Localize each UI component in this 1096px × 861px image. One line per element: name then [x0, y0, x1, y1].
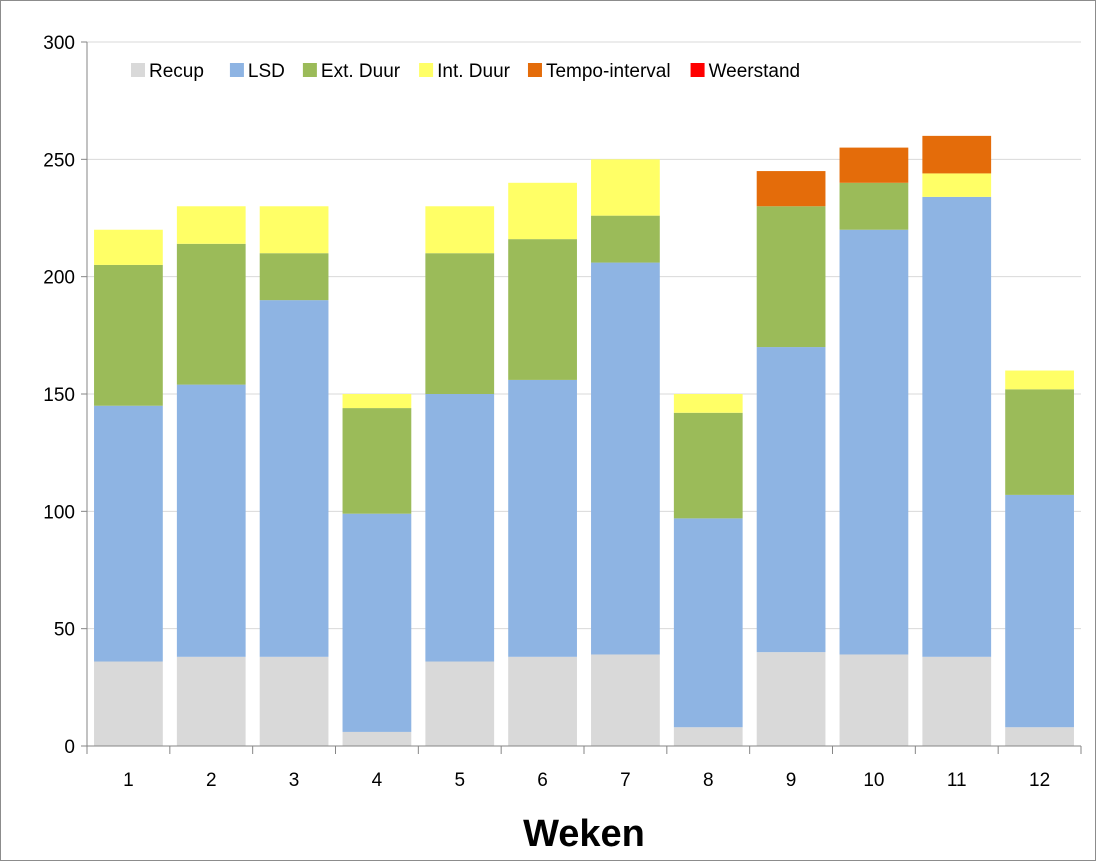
bar-segment	[94, 229, 163, 265]
legend-label: LSD	[248, 61, 285, 82]
bar-segment	[176, 243, 246, 385]
bar-segment	[176, 384, 246, 657]
bar-segment	[756, 652, 826, 746]
legend-swatch	[131, 63, 145, 77]
bar-segment	[922, 135, 992, 174]
bar-segment	[259, 253, 329, 301]
legend-label: Ext. Duur	[321, 61, 401, 82]
bar-segment	[425, 394, 495, 662]
bars	[94, 135, 1074, 746]
bar-segment	[94, 661, 163, 746]
bar-segment	[756, 206, 826, 348]
bar-segment	[1005, 494, 1074, 728]
x-tick-label: 6	[537, 770, 548, 791]
x-tick-label: 8	[703, 770, 714, 791]
y-tick-label: 100	[43, 502, 75, 523]
bar-segment	[508, 656, 577, 746]
bar-segment	[839, 182, 909, 230]
y-tick-label: 50	[54, 620, 75, 641]
gridlines	[87, 41, 1081, 630]
bar-segment	[342, 731, 412, 746]
legend-swatch	[527, 63, 542, 77]
bar-segment	[342, 394, 412, 409]
bar-segment	[839, 147, 909, 183]
bar-segment	[259, 656, 329, 746]
bar-segment	[508, 239, 577, 380]
bar-segment	[176, 656, 246, 746]
legend-swatch	[229, 63, 244, 77]
x-axis-title: Weken	[523, 813, 645, 855]
bar-segment	[94, 264, 163, 406]
legend-label: Int. Duur	[437, 61, 511, 82]
x-tick-label: 7	[620, 770, 631, 791]
legend-label: Recup	[149, 61, 204, 82]
bar-segment	[922, 196, 992, 657]
bar-segment	[591, 654, 660, 746]
bar-segment	[591, 159, 660, 216]
bar-segment	[342, 408, 412, 514]
y-tick-label: 0	[64, 737, 75, 758]
bar-segment	[508, 182, 577, 240]
bar-segment	[425, 661, 495, 746]
bar-segment	[756, 347, 826, 653]
y-tick-label: 150	[43, 385, 75, 406]
bar-segment	[922, 173, 992, 197]
legend-swatch	[419, 63, 434, 77]
x-tick-label: 3	[289, 770, 300, 791]
x-tick-label: 1	[123, 770, 134, 791]
bar-segment	[756, 171, 826, 207]
bar-segment	[673, 518, 743, 728]
legend-label: Tempo-interval	[546, 61, 671, 82]
legend-swatch	[302, 63, 317, 77]
legend: Recup LSD Ext. Duur Int. Duur Tempo-interval…	[131, 61, 800, 82]
bar-segment	[259, 206, 329, 254]
bar-segment	[673, 412, 743, 519]
y-tick-label: 250	[43, 150, 75, 171]
x-tick-label: 4	[372, 770, 383, 791]
x-tick-label: 10	[863, 770, 884, 791]
bar-segment	[839, 229, 909, 655]
legend-label: Weerstand	[709, 61, 801, 82]
bar-segment	[259, 300, 329, 657]
bar-segment	[673, 727, 743, 746]
x-tick-label: 12	[1029, 770, 1050, 791]
bar-segment	[1005, 727, 1074, 746]
bar-segment	[425, 206, 495, 254]
bar-segment	[591, 262, 660, 655]
bar-segment	[922, 656, 992, 746]
x-tick-label: 11	[947, 770, 967, 791]
bar-segment	[673, 394, 743, 413]
y-tick-label: 300	[43, 33, 75, 54]
x-tick-label: 5	[454, 770, 465, 791]
bar-segment	[425, 253, 495, 394]
bar-segment	[342, 513, 412, 732]
bar-segment	[839, 654, 909, 746]
bar-segment	[176, 206, 246, 244]
bar-segment	[1005, 389, 1074, 495]
bar-segment	[1005, 370, 1074, 390]
x-tick-label: 2	[206, 770, 217, 791]
y-tick-label: 200	[43, 268, 75, 289]
bar-segment	[591, 215, 660, 263]
bar-segment	[94, 405, 163, 662]
x-tick-label: 9	[786, 770, 797, 791]
bar-segment	[508, 379, 577, 657]
legend-swatch	[690, 63, 705, 77]
